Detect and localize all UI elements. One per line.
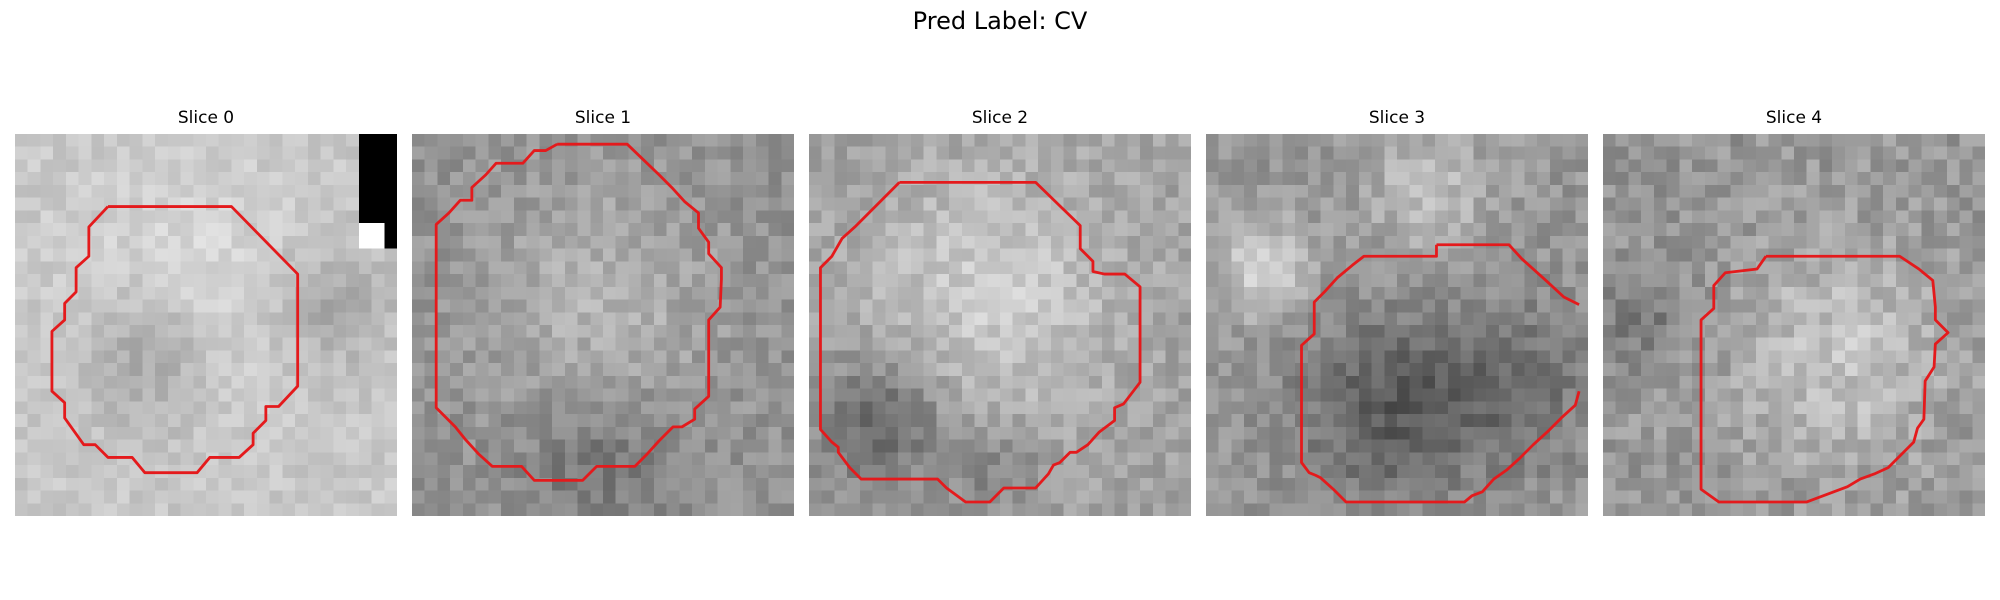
contour-line-1: [434, 142, 723, 482]
segmentation-contour-0: [50, 205, 300, 475]
slice-panel-0: Slice 0: [15, 108, 397, 516]
segmentation-contour-1: [434, 142, 723, 482]
contour-line-4: [1699, 254, 1950, 504]
figure-title: Pred Label: CV: [912, 7, 1088, 35]
segmentation-contour-2: [819, 180, 1142, 504]
slice-image-0: [15, 134, 397, 516]
slice-image-4: [1603, 134, 1985, 516]
slice-image-2: [809, 134, 1191, 516]
contour-line-3b: [1300, 244, 1581, 504]
contour-line-0: [50, 205, 300, 475]
slice-panel-4: Slice 4: [1603, 108, 1985, 516]
slice-title-1: Slice 1: [574, 108, 632, 128]
slice-title-4: Slice 4: [1765, 108, 1823, 128]
slice-panel-2: Slice 2: [809, 108, 1191, 516]
contour-line-3: [1436, 243, 1580, 306]
slice-title-2: Slice 2: [971, 108, 1029, 128]
slice-title-0: Slice 0: [177, 108, 235, 128]
segmentation-contour-4: [1699, 254, 1950, 504]
segmentation-contour-3: [1300, 243, 1581, 504]
contour-line-2: [819, 180, 1142, 504]
slice-panel-3: Slice 3: [1206, 108, 1588, 516]
slice-title-3: Slice 3: [1368, 108, 1426, 128]
slice-panel-1: Slice 1: [412, 108, 794, 516]
